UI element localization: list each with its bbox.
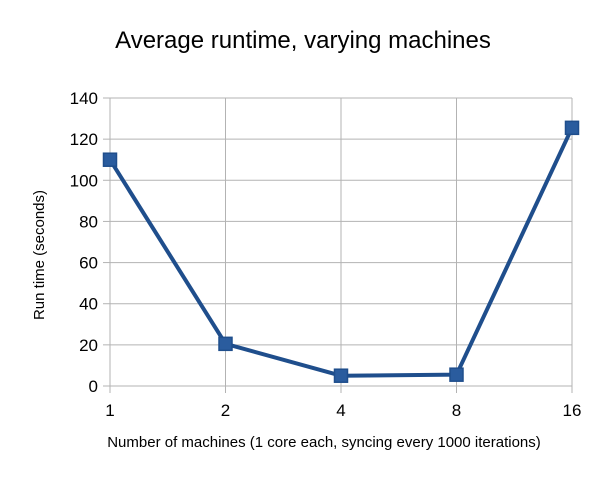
y-tick-label: 60 <box>79 254 98 273</box>
x-tick-label: 8 <box>452 401 461 420</box>
x-axis-label: Number of machines (1 core each, syncing… <box>107 434 541 451</box>
y-tick-label: 140 <box>70 89 98 108</box>
y-tick-labels: 0 20 40 60 80 100 120 140 <box>70 89 98 396</box>
y-axis-label: Run time (seconds) <box>31 190 48 320</box>
chart-title: Average runtime, varying machines <box>115 27 491 54</box>
x-tick-label: 16 <box>563 401 582 420</box>
x-tick-label: 4 <box>336 401 345 420</box>
y-tick-label: 80 <box>79 212 98 231</box>
y-tick-label: 0 <box>89 377 98 396</box>
series-layer <box>102 120 580 383</box>
y-tick-label: 100 <box>70 171 98 190</box>
y-tick-label: 120 <box>70 130 98 149</box>
axes <box>103 97 573 393</box>
data-point-marker <box>449 367 464 382</box>
data-point-marker <box>218 336 233 352</box>
y-tick-label: 20 <box>79 336 98 355</box>
x-tick-labels: 1 2 4 8 16 <box>105 401 581 420</box>
y-tick-label: 40 <box>79 295 98 314</box>
x-tick-label: 2 <box>221 401 230 420</box>
gridlines <box>110 97 573 387</box>
data-point-marker <box>102 152 118 167</box>
x-tick-label: 1 <box>105 401 114 420</box>
data-point-marker <box>564 120 580 136</box>
data-point-marker <box>333 368 349 383</box>
